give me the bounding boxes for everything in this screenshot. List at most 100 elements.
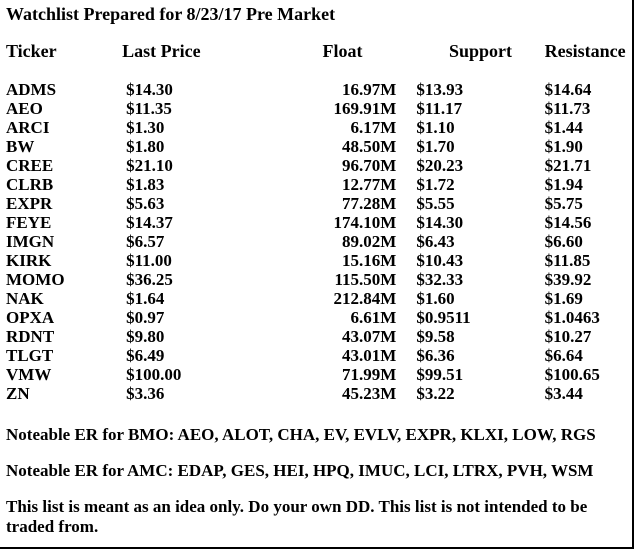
support-cell: $99.51 <box>416 365 464 384</box>
resistance-cell: $100.65 <box>544 365 600 384</box>
table-row: TLGT $6.49 43.01M $6.36 $6.64 <box>6 346 640 365</box>
resistance-cell: $6.64 <box>544 346 583 365</box>
float-cell: 174.10M <box>333 213 397 232</box>
table-row: KIRK $11.00 15.16M $10.43 $11.85 <box>6 251 640 270</box>
last-price-cell: $6.49 <box>126 346 165 365</box>
ticker-cell: ZN <box>6 384 30 403</box>
resistance-cell: $21.71 <box>544 156 592 175</box>
last-price-cell: $14.37 <box>126 213 173 232</box>
column-header-support: Support <box>448 41 512 61</box>
table-row: ARCI $1.30 6.17M $1.10 $1.44 <box>6 118 640 137</box>
resistance-cell: $1.0463 <box>544 308 600 327</box>
resistance-cell: $14.64 <box>544 80 592 99</box>
last-price-cell: $11.35 <box>126 99 172 118</box>
support-cell: $14.30 <box>416 213 464 232</box>
float-cell: 48.50M <box>342 137 397 156</box>
table-row: IMGN $6.57 89.02M $6.43 $6.60 <box>6 232 640 251</box>
table-row: NAK $1.64 212.84M $1.60 $1.69 <box>6 289 640 308</box>
ticker-cell: KIRK <box>6 251 52 270</box>
page-border <box>0 0 634 549</box>
ticker-cell: EXPR <box>6 194 53 213</box>
support-cell: $11.17 <box>416 99 463 118</box>
resistance-cell: $1.94 <box>544 175 583 194</box>
last-price-cell: $11.00 <box>126 251 172 270</box>
ticker-cell: OPXA <box>6 308 55 327</box>
resistance-cell: $11.85 <box>544 251 591 270</box>
column-header-float: Float <box>322 41 363 61</box>
float-cell: 16.97M <box>342 80 397 99</box>
ticker-cell: VMW <box>6 365 52 384</box>
resistance-cell: $39.92 <box>544 270 592 289</box>
disclaimer-text: This list is meant as an idea only. Do y… <box>6 497 588 536</box>
table-row: RDNT $9.80 43.07M $9.58 $10.27 <box>6 327 640 346</box>
table-row: AEO $11.35 169.91M $11.17 $11.73 <box>6 99 640 118</box>
float-cell: 6.17M <box>350 118 397 137</box>
ticker-cell: IMGN <box>6 232 55 251</box>
float-cell: 15.16M <box>342 251 397 270</box>
resistance-cell: $11.73 <box>544 99 591 118</box>
float-cell: 169.91M <box>333 99 397 118</box>
last-price-cell: $6.57 <box>126 232 165 251</box>
column-header-ticker: Ticker <box>6 41 57 61</box>
last-price-cell: $1.64 <box>126 289 165 308</box>
support-cell: $10.43 <box>416 251 464 270</box>
ticker-cell: MOMO <box>6 270 65 289</box>
resistance-cell: $10.27 <box>544 327 592 346</box>
float-cell: 77.28M <box>342 194 397 213</box>
support-cell: $13.93 <box>416 80 464 99</box>
bmo-earnings-note: Noteable ER for BMO: AEO, ALOT, CHA, EV,… <box>6 425 596 444</box>
ticker-cell: FEYE <box>6 213 52 232</box>
table-row: VMW $100.00 71.99M $99.51 $100.65 <box>6 365 640 384</box>
support-cell: $6.36 <box>416 346 455 365</box>
ticker-cell: AEO <box>6 99 43 118</box>
column-header-last-price: Last Price <box>122 41 201 61</box>
float-cell: 212.84M <box>333 289 397 308</box>
last-price-cell: $9.80 <box>126 327 165 346</box>
support-cell: $9.58 <box>416 327 455 346</box>
table-row: FEYE $14.37 174.10M $14.30 $14.56 <box>6 213 640 232</box>
column-header-resistance: Resistance <box>544 41 626 61</box>
resistance-cell: $6.60 <box>544 232 583 251</box>
resistance-cell: $1.44 <box>544 118 583 137</box>
table-row: MOMO $36.25 115.50M $32.33 $39.92 <box>6 270 640 289</box>
float-cell: 115.50M <box>334 270 397 289</box>
last-price-cell: $3.36 <box>126 384 165 403</box>
last-price-cell: $1.83 <box>126 175 165 194</box>
float-cell: 89.02M <box>342 232 397 251</box>
support-cell: $5.55 <box>416 194 455 213</box>
support-cell: $20.23 <box>416 156 464 175</box>
last-price-cell: $100.00 <box>126 365 182 384</box>
last-price-cell: $1.30 <box>126 118 165 137</box>
ticker-cell: ADMS <box>6 80 57 99</box>
resistance-cell: $1.90 <box>544 137 583 156</box>
support-cell: $1.60 <box>416 289 455 308</box>
table-row: EXPR $5.63 77.28M $5.55 $5.75 <box>6 194 640 213</box>
last-price-cell: $14.30 <box>126 80 173 99</box>
float-cell: 71.99M <box>342 365 397 384</box>
resistance-cell: $3.44 <box>544 384 583 403</box>
page-title: Watchlist Prepared for 8/23/17 Pre Marke… <box>6 4 336 24</box>
support-cell: $0.9511 <box>416 308 471 327</box>
watchlist-table: Ticker Last Price Float Support Resistan… <box>6 40 640 403</box>
last-price-cell: $1.80 <box>126 137 165 156</box>
resistance-cell: $1.69 <box>544 289 583 308</box>
table-row: OPXA $0.97 6.61M $0.9511 $1.0463 <box>6 308 640 327</box>
last-price-cell: $36.25 <box>126 270 173 289</box>
float-cell: 43.07M <box>342 327 397 346</box>
ticker-cell: NAK <box>6 289 44 308</box>
float-cell: 6.61M <box>350 308 397 327</box>
table-row: BW $1.80 48.50M $1.70 $1.90 <box>6 137 640 156</box>
resistance-cell: $14.56 <box>544 213 592 232</box>
ticker-cell: TLGT <box>6 346 54 365</box>
table-row: CLRB $1.83 12.77M $1.72 $1.94 <box>6 175 640 194</box>
table-row: CREE $21.10 96.70M $20.23 $21.71 <box>6 156 640 175</box>
support-cell: $1.72 <box>416 175 455 194</box>
ticker-cell: CLRB <box>6 175 54 194</box>
last-price-cell: $21.10 <box>126 156 173 175</box>
ticker-cell: CREE <box>6 156 54 175</box>
float-cell: 45.23M <box>342 384 397 403</box>
last-price-cell: $0.97 <box>126 308 165 327</box>
float-cell: 43.01M <box>342 346 397 365</box>
support-cell: $3.22 <box>416 384 455 403</box>
